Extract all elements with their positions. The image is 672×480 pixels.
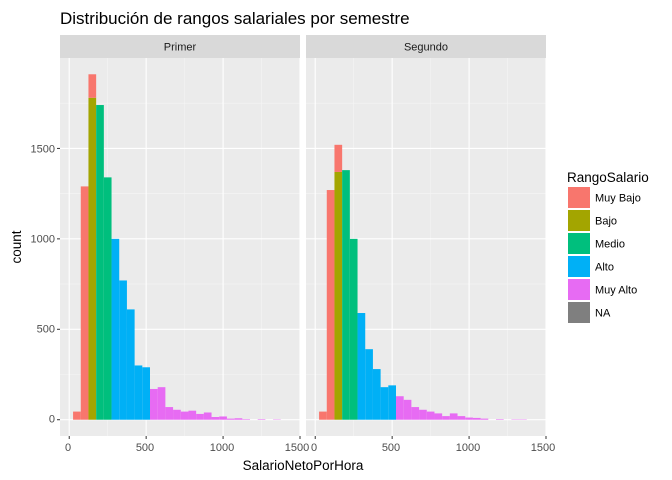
bar-muy-bajo [80, 186, 89, 420]
legend-label-na: NA [595, 308, 611, 320]
bar-muy-alto [188, 410, 197, 420]
legend-label-bajo: Bajo [595, 216, 617, 228]
x-axis-title: SalarioNetoPorHora [243, 458, 364, 473]
bar-muy-alto [457, 416, 466, 420]
bar-medio [103, 177, 112, 420]
bar-muy-alto [465, 417, 473, 420]
bar-bajo [334, 171, 343, 420]
legend-label-muy-alto: Muy Alto [595, 285, 637, 297]
y-tick-label-0: 0 [49, 414, 55, 426]
bar-muy-alto [426, 411, 435, 420]
bar-muy-alto [403, 399, 412, 420]
facet-label-primer: Primer [164, 42, 197, 54]
legend-key-muy-alto [568, 279, 590, 300]
bar-bajo [88, 97, 97, 420]
bar-muy-alto [165, 407, 174, 420]
bar-muy-alto [396, 396, 404, 420]
y-tick-label-1500: 1500 [31, 144, 55, 156]
bar-alto [134, 365, 143, 420]
legend-label-muy-bajo: Muy Bajo [595, 193, 641, 205]
legend-title: RangoSalario [567, 170, 649, 185]
bar-alto [119, 280, 127, 420]
bar-muy-alto [257, 419, 266, 420]
legend-label-alto: Alto [595, 262, 614, 274]
bar-muy-alto [157, 387, 166, 420]
bar-muy-alto [411, 407, 420, 420]
bar-muy-alto [234, 418, 243, 420]
bar-muy-alto [180, 411, 189, 420]
bar-alto [142, 367, 150, 420]
bar-alto [111, 238, 120, 420]
bar-muy-alto [211, 417, 220, 420]
x-tick-label-primer-1500: 1500 [285, 442, 309, 454]
y-axis-title: count [9, 230, 24, 263]
bar-muy-alto [242, 419, 250, 420]
bar-muy-alto [226, 418, 235, 420]
y-tick-label-1000: 1000 [31, 234, 55, 246]
bar-alto [357, 313, 366, 420]
x-tick-label-segundo-1000: 1000 [456, 442, 480, 454]
bar-muy-alto [496, 419, 504, 420]
bar-muy-bajo [88, 74, 97, 98]
bar-muy-alto [203, 412, 212, 420]
bar-alto [388, 385, 396, 420]
legend-label-medio: Medio [595, 239, 625, 251]
legend-key-muy-bajo [568, 187, 590, 208]
bar-muy-alto [472, 417, 481, 420]
facet-strip-segundo [306, 35, 546, 58]
bar-muy-bajo [319, 411, 327, 420]
bar-muy-alto [434, 413, 443, 420]
bar-medio [342, 170, 350, 420]
x-tick-label-primer-0: 0 [65, 442, 71, 454]
bar-alto [372, 369, 381, 420]
bar-alto [365, 349, 373, 420]
bar-muy-alto [219, 416, 227, 420]
bar-muy-bajo [334, 144, 343, 172]
y-tick-label-500: 500 [37, 324, 55, 336]
bar-muy-alto [150, 388, 158, 420]
x-tick-label-segundo-0: 0 [311, 442, 317, 454]
facet-strip-primer [60, 35, 300, 58]
bar-muy-bajo [326, 190, 335, 420]
bar-muy-alto [173, 409, 181, 420]
legend-key-na [568, 302, 590, 323]
bar-medio [96, 105, 104, 420]
bar-muy-alto [419, 409, 427, 420]
histogram-bars [73, 74, 527, 420]
x-tick-label-primer-500: 500 [136, 442, 154, 454]
bar-alto [126, 309, 135, 420]
bar-muy-bajo [73, 411, 81, 420]
bar-medio [349, 238, 358, 420]
facet-label-segundo: Segundo [404, 42, 448, 54]
x-tick-label-primer-1000: 1000 [210, 442, 234, 454]
bar-muy-alto [196, 413, 204, 420]
bar-muy-alto [449, 413, 458, 420]
bar-alto [380, 387, 389, 420]
legend-key-medio [568, 233, 590, 254]
chart-title: Distribución de rangos salariales por se… [60, 9, 410, 28]
x-tick-label-segundo-500: 500 [382, 442, 400, 454]
axes [57, 147, 547, 439]
legend-key-bajo [568, 210, 590, 231]
bar-muy-alto [442, 416, 450, 420]
bar-muy-alto [480, 418, 489, 420]
legend-key-alto [568, 256, 590, 277]
x-tick-label-segundo-1500: 1500 [531, 442, 555, 454]
